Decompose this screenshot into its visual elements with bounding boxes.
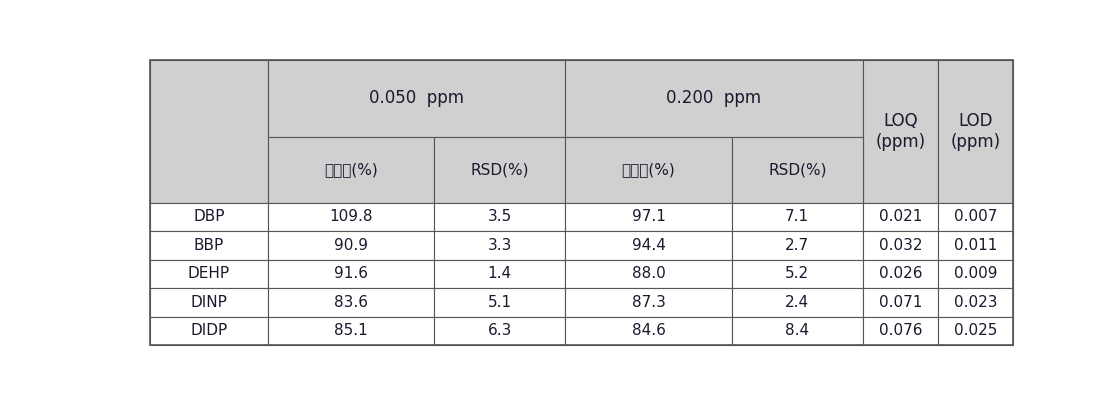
Bar bbox=[731, 137, 863, 203]
Text: 109.8: 109.8 bbox=[329, 209, 373, 224]
Bar bbox=[150, 60, 267, 203]
Bar bbox=[150, 259, 267, 288]
Text: 회수율(%): 회수율(%) bbox=[621, 162, 676, 177]
Bar bbox=[434, 288, 565, 316]
Bar bbox=[565, 203, 731, 231]
Bar bbox=[267, 259, 434, 288]
Bar bbox=[434, 203, 565, 231]
Text: 97.1: 97.1 bbox=[631, 209, 666, 224]
Text: 0.009: 0.009 bbox=[954, 266, 997, 281]
Bar bbox=[267, 137, 434, 203]
Bar bbox=[938, 316, 1013, 345]
Text: 5.1: 5.1 bbox=[487, 295, 512, 310]
Bar bbox=[267, 288, 434, 316]
Text: 회수율(%): 회수율(%) bbox=[324, 162, 377, 177]
Text: 0.011: 0.011 bbox=[954, 238, 997, 253]
Bar bbox=[731, 316, 863, 345]
Text: 1.4: 1.4 bbox=[487, 266, 512, 281]
Text: RSD(%): RSD(%) bbox=[471, 162, 529, 177]
Bar bbox=[267, 316, 434, 345]
Bar bbox=[150, 231, 267, 259]
Bar bbox=[565, 137, 731, 203]
Bar bbox=[150, 316, 267, 345]
Bar bbox=[938, 60, 1013, 203]
Bar bbox=[150, 203, 267, 231]
Bar bbox=[938, 259, 1013, 288]
Bar bbox=[863, 231, 938, 259]
Bar bbox=[565, 288, 731, 316]
Bar bbox=[863, 316, 938, 345]
Text: 88.0: 88.0 bbox=[631, 266, 666, 281]
Text: 0.076: 0.076 bbox=[878, 323, 922, 338]
Text: DEHP: DEHP bbox=[188, 266, 230, 281]
Text: 8.4: 8.4 bbox=[785, 323, 809, 338]
Bar bbox=[731, 259, 863, 288]
Bar bbox=[863, 288, 938, 316]
Bar bbox=[565, 259, 731, 288]
Text: 91.6: 91.6 bbox=[334, 266, 368, 281]
Text: 6.3: 6.3 bbox=[487, 323, 512, 338]
Text: 84.6: 84.6 bbox=[631, 323, 666, 338]
Text: 0.007: 0.007 bbox=[954, 209, 997, 224]
Bar bbox=[863, 203, 938, 231]
Bar bbox=[267, 203, 434, 231]
Text: 83.6: 83.6 bbox=[334, 295, 368, 310]
Bar bbox=[267, 60, 565, 137]
Bar bbox=[565, 60, 863, 137]
Text: LOD
(ppm): LOD (ppm) bbox=[951, 112, 1001, 151]
Text: RSD(%): RSD(%) bbox=[768, 162, 827, 177]
Text: LOQ
(ppm): LOQ (ppm) bbox=[875, 112, 925, 151]
Text: 0.071: 0.071 bbox=[878, 295, 922, 310]
Text: 3.5: 3.5 bbox=[487, 209, 512, 224]
Text: 0.025: 0.025 bbox=[954, 323, 997, 338]
Text: DIDP: DIDP bbox=[190, 323, 228, 338]
Bar bbox=[565, 231, 731, 259]
Bar bbox=[863, 60, 938, 203]
Text: 94.4: 94.4 bbox=[631, 238, 666, 253]
Bar bbox=[150, 288, 267, 316]
Text: 0.026: 0.026 bbox=[878, 266, 922, 281]
Bar bbox=[863, 259, 938, 288]
Bar bbox=[731, 288, 863, 316]
Bar bbox=[938, 231, 1013, 259]
Text: 0.023: 0.023 bbox=[954, 295, 997, 310]
Text: DINP: DINP bbox=[190, 295, 227, 310]
Bar bbox=[267, 231, 434, 259]
Bar bbox=[565, 316, 731, 345]
Bar bbox=[434, 259, 565, 288]
Text: 2.4: 2.4 bbox=[785, 295, 809, 310]
Bar bbox=[434, 231, 565, 259]
Text: 0.200  ppm: 0.200 ppm bbox=[667, 90, 761, 107]
Text: 5.2: 5.2 bbox=[785, 266, 809, 281]
Text: 0.032: 0.032 bbox=[878, 238, 922, 253]
Text: 0.021: 0.021 bbox=[878, 209, 922, 224]
Text: 7.1: 7.1 bbox=[785, 209, 809, 224]
Bar bbox=[434, 316, 565, 345]
Text: 90.9: 90.9 bbox=[334, 238, 368, 253]
Text: 0.050  ppm: 0.050 ppm bbox=[368, 90, 464, 107]
Text: 85.1: 85.1 bbox=[334, 323, 367, 338]
Bar bbox=[731, 203, 863, 231]
Text: BBP: BBP bbox=[194, 238, 224, 253]
Bar bbox=[938, 203, 1013, 231]
Text: 2.7: 2.7 bbox=[785, 238, 809, 253]
Bar bbox=[434, 137, 565, 203]
Text: 87.3: 87.3 bbox=[631, 295, 666, 310]
Bar bbox=[731, 231, 863, 259]
Bar bbox=[938, 288, 1013, 316]
Text: DBP: DBP bbox=[194, 209, 225, 224]
Text: 3.3: 3.3 bbox=[487, 238, 512, 253]
